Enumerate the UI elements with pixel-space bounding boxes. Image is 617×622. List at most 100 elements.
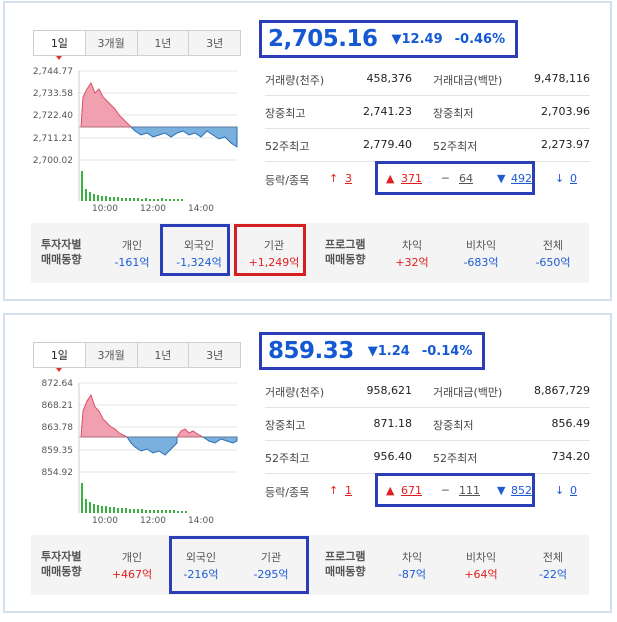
tab-3month[interactable]: 3개월 (84, 31, 137, 55)
index-change: ▼12.49 (391, 31, 443, 47)
investor-value: +467억 (111, 568, 153, 581)
stat-value: 956.40 (373, 450, 413, 463)
investor-name: 개인 (121, 551, 143, 564)
stats-row: 장중최고 871.18 장중최저 856.49 (265, 408, 590, 441)
y-tick-label: 863.78 (42, 423, 74, 433)
stat-value: 958,621 (366, 384, 413, 397)
stat-value: 871.18 (373, 417, 413, 430)
program-name: 전체 (542, 239, 564, 252)
stats-row: 52주최고 2,779.40 52주최저 2,273.97 (265, 129, 590, 162)
y-tick-label: 2,711.21 (33, 134, 73, 144)
foreign-institution-highlight (169, 536, 309, 594)
tab-3month[interactable]: 3개월 (84, 343, 137, 367)
x-tick-label: 14:00 (188, 516, 214, 526)
tab-1day[interactable]: 1일 (34, 31, 85, 60)
x-tick-label: 12:00 (140, 516, 166, 526)
price-area-up (80, 393, 128, 438)
advance-decline-highlight (375, 473, 535, 507)
stat-value: 2,703.96 (541, 105, 590, 118)
advance-decline-row: 등락/종목 ↑ 1 ▲ 671 ─ 111 ▼ 852 ↓ 0 (265, 473, 590, 507)
y-tick-label: 2,744.77 (33, 67, 73, 77)
investor-label-line1: 투자자별 (41, 550, 82, 563)
volume-bars (81, 171, 183, 201)
investor-label-line1: 투자자별 (41, 238, 82, 251)
investor-value: -161억 (114, 256, 150, 269)
y-tick-label: 2,733.58 (33, 89, 73, 99)
index-price: 2,705.16 (268, 26, 378, 52)
upper-limit-count[interactable]: 3 (345, 172, 352, 185)
y-tick-label: 854.92 (42, 468, 74, 478)
unchanged-count[interactable]: 64 (459, 172, 473, 185)
unchanged-count[interactable]: 111 (459, 484, 480, 497)
stat-value: 2,741.23 (363, 105, 412, 118)
upper-limit-count[interactable]: 1 (345, 484, 352, 497)
program-name: 차익 (401, 551, 423, 564)
program-name: 차익 (401, 239, 423, 252)
stat-label: 52주최고 (265, 452, 310, 465)
declining-count[interactable]: 492 (511, 172, 532, 185)
stat-label: 거래량(천주) (265, 74, 325, 87)
stats-row: 거래량(천주) 958,621 거래대금(백만) 8,867,729 (265, 375, 590, 408)
institution-highlight (234, 224, 306, 276)
investor-label-line2: 매매동향 (41, 565, 82, 578)
x-tick-label: 10:00 (92, 516, 118, 526)
price-area-down (201, 436, 238, 444)
program-value: -683억 (463, 256, 499, 269)
intraday-chart: 2,744.77 2,733.58 2,722.40 2,711.21 2,70… (33, 67, 238, 214)
lower-limit-arrow-icon: ↓ (555, 484, 565, 497)
investor-name: 기관 (263, 239, 285, 252)
intraday-chart: 872.64 868.21 863.78 859.35 854.92 (42, 379, 238, 526)
y-tick-label: 2,722.40 (33, 111, 73, 121)
program-value: -87억 (397, 568, 427, 581)
stat-label: 52주최저 (433, 140, 478, 153)
tab-1day[interactable]: 1일 (34, 343, 85, 372)
price-area-down (129, 126, 238, 148)
investor-label-line2: 매매동향 (41, 253, 82, 266)
stats-row: 52주최고 956.40 52주최저 734.20 (265, 441, 590, 474)
y-tick-label: 2,700.02 (33, 156, 73, 166)
lower-limit-count[interactable]: 0 (570, 172, 577, 185)
stats-row: 장중최고 2,741.23 장중최저 2,703.96 (265, 96, 590, 129)
advancing-count[interactable]: 371 (401, 172, 422, 185)
advance-decline-highlight (375, 161, 535, 195)
index-change-pct: -0.46% (454, 31, 506, 47)
investor-trading-box: 투자자별 매매동향 개인 +467억 외국인 -216억 기관 -295억 프로그… (31, 535, 589, 595)
updown-label: 등락/종목 (265, 486, 310, 499)
investor-value: -1,324억 (176, 256, 222, 269)
program-label: 프로그램 매매동향 (325, 549, 385, 579)
period-tabs: 1일 3개월 1년 3년 (33, 30, 241, 60)
lower-limit-count[interactable]: 0 (570, 484, 577, 497)
program-value: -22억 (538, 568, 568, 581)
index-price: 859.33 (268, 338, 354, 364)
tab-3year[interactable]: 3년 (188, 31, 240, 55)
updown-label: 등락/종목 (265, 174, 310, 187)
price-area-up (176, 428, 204, 438)
advancing-count[interactable]: 671 (401, 484, 422, 497)
investor-trading-box: 투자자별 매매동향 개인 -161억 외국인 -1,324억 기관 +1,249억… (31, 223, 589, 283)
kosdaq-panel: 1일 3개월 1년 3년 872.64 868.21 863.78 859.35… (3, 313, 612, 613)
program-label-line1: 프로그램 (325, 238, 366, 251)
investor-value: +1,249억 (248, 256, 300, 269)
tab-1year[interactable]: 1년 (136, 31, 189, 55)
price-area-down (126, 436, 178, 456)
x-tick-label: 10:00 (92, 204, 118, 214)
investor-name: 개인 (121, 239, 143, 252)
y-tick-label: 868.21 (42, 401, 74, 411)
y-tick-label: 859.35 (42, 446, 74, 456)
tab-3year[interactable]: 3년 (188, 343, 240, 367)
program-value: +32억 (395, 256, 429, 269)
price-highlight: 2,705.16 ▼12.49 -0.46% (259, 20, 519, 58)
stat-value: 2,779.40 (363, 138, 412, 151)
up-triangle-icon: ▲ (386, 172, 395, 185)
program-name: 비차익 (465, 551, 497, 564)
program-label-line2: 매매동향 (325, 565, 366, 578)
tab-1year[interactable]: 1년 (136, 343, 189, 367)
upper-limit-arrow-icon: ↑ (329, 484, 339, 497)
stat-value: 734.20 (551, 450, 591, 463)
declining-count[interactable]: 852 (511, 484, 532, 497)
stat-value: 8,867,729 (534, 384, 590, 397)
stat-value: 458,376 (366, 72, 413, 85)
index-change-pct: -0.14% (421, 343, 473, 359)
program-name: 전체 (542, 551, 564, 564)
